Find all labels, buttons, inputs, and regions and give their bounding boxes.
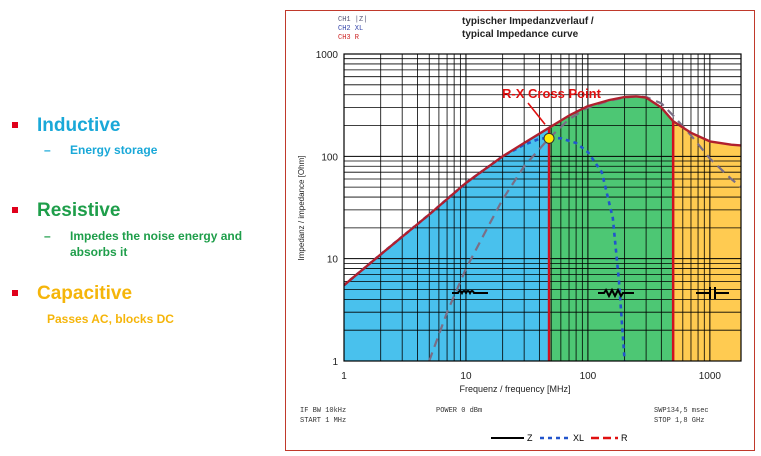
bullet-title-resistive: Resistive [37,200,121,221]
series-line-z [344,95,741,287]
region-resistive [549,96,674,361]
x-tick-label: 10 [460,371,472,382]
channel-label-3: CH3 R [338,34,360,42]
bullet-marker [12,290,18,296]
series-layer [344,95,741,361]
legend-label-r: R [621,433,628,443]
legend-label-z: Z [527,433,533,443]
region-inductive [344,127,550,361]
y-tick-label: 1000 [316,50,339,61]
x-tick-label: 1000 [699,371,722,382]
legend-label-xl: XL [573,433,584,443]
bullet-subtitle-resistive: Impedes the noise energy and absorbs it [70,229,243,259]
bullet-title-inductive: Inductive [37,115,121,136]
bullet-marker [12,207,18,213]
bullet-subtitle-capacitive: Passes AC, blocks DC [47,312,174,326]
bullet-marker [12,122,18,128]
series-line-r [428,95,741,361]
chart-legend: Z XL R [491,433,628,443]
bullet-dash: – [44,229,51,243]
footer-power: POWER 0 dBm [436,407,482,415]
cross-point-marker [543,132,555,144]
y-tick-label: 100 [321,152,338,163]
bullet-title-capacitive: Capacitive [37,283,133,304]
cross-point-arrow [527,102,546,125]
y-tick-label: 10 [327,255,339,266]
footer-stop: STOP 1,8 GHz [654,417,704,425]
chart-title-de: typischer Impedanzverlauf / [462,16,594,27]
impedance-datasheet: CH1 |Z| CH2 XL CH3 R typischer Impedanzv… [285,10,755,451]
impedance-chart: CH1 |Z| CH2 XL CH3 R typischer Impedanzv… [297,16,742,443]
plot-frame [343,53,742,362]
bullet-list: Inductive – Energy storage Resistive – I… [0,0,280,456]
bullet-dash: – [44,143,51,157]
chart-title-en: typical Impedance curve [462,29,579,40]
capacitor-symbol [696,287,729,299]
series-line-xl [344,136,626,361]
y-axis-label: Impedanz / impedance [Ohm] [297,156,306,261]
channel-label-1: CH1 |Z| [338,16,367,24]
footer-sweep: SWP134,5 msec [654,407,709,415]
x-tick-label: 100 [580,371,597,382]
region-layer [344,96,741,361]
resistor-symbol [598,287,634,299]
grid-layer [344,54,741,361]
region-capacitive [673,121,741,361]
footer-start: START 1 MHz [300,417,346,425]
channel-label-2: CH2 XL [338,25,363,33]
cross-point-label: R-X Cross Point [502,86,602,101]
x-axis-label: Frequenz / frequency [MHz] [459,384,570,394]
y-tick-label: 1 [332,357,338,368]
tick-layer: 1 10 100 1000 1 10 100 1000 [316,50,722,382]
footer-bw: IF BW 10kHz [300,407,346,415]
inductor-symbol [452,290,488,296]
bullet-subtitle-inductive: Energy storage [70,143,158,157]
x-tick-label: 1 [341,371,347,382]
